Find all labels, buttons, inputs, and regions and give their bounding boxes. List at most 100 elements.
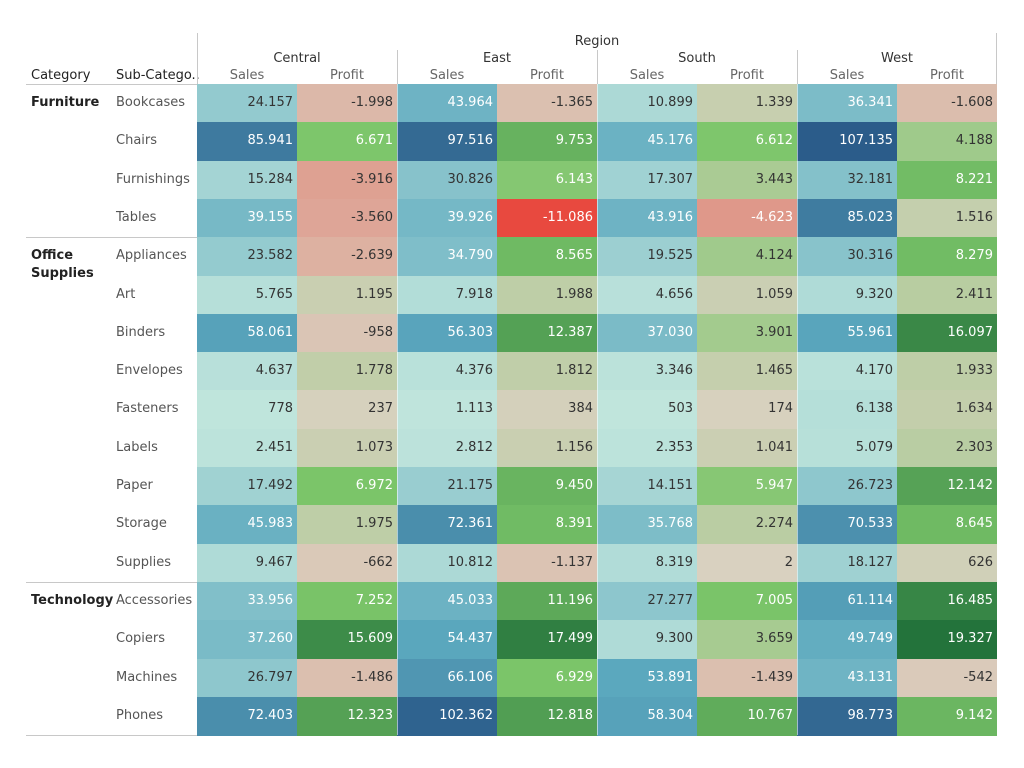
sales-cell[interactable]: 24.157 bbox=[197, 84, 297, 123]
profit-cell[interactable]: -1.998 bbox=[297, 84, 397, 123]
profit-cell[interactable]: 1.339 bbox=[697, 84, 797, 123]
profit-cell[interactable]: 3.901 bbox=[697, 313, 797, 353]
profit-cell[interactable]: 1.975 bbox=[297, 505, 397, 545]
sales-cell[interactable]: 2.353 bbox=[597, 428, 697, 468]
sales-cell[interactable]: 9.320 bbox=[797, 275, 897, 315]
profit-cell[interactable]: 1.988 bbox=[497, 275, 597, 315]
profit-cell[interactable]: 9.142 bbox=[897, 696, 997, 736]
sales-cell[interactable]: 45.033 bbox=[397, 581, 497, 621]
profit-cell[interactable]: 6.671 bbox=[297, 122, 397, 162]
profit-cell[interactable]: 1.465 bbox=[697, 352, 797, 391]
sales-cell[interactable]: 56.303 bbox=[397, 313, 497, 353]
sales-cell[interactable]: 4.376 bbox=[397, 352, 497, 391]
profit-cell[interactable]: 6.143 bbox=[497, 160, 597, 200]
profit-cell[interactable]: 12.818 bbox=[497, 696, 597, 736]
profit-cell[interactable]: 7.252 bbox=[297, 581, 397, 621]
profit-cell[interactable]: 12.142 bbox=[897, 467, 997, 506]
sales-cell[interactable]: 45.983 bbox=[197, 505, 297, 545]
profit-cell[interactable]: 12.387 bbox=[497, 313, 597, 353]
sales-cell[interactable]: 34.790 bbox=[397, 237, 497, 277]
profit-cell[interactable]: 7.005 bbox=[697, 581, 797, 621]
profit-cell[interactable]: -2.639 bbox=[297, 237, 397, 277]
profit-cell[interactable]: 19.327 bbox=[897, 620, 997, 660]
sales-cell[interactable]: 53.891 bbox=[597, 658, 697, 698]
profit-cell[interactable]: 6.972 bbox=[297, 467, 397, 506]
profit-cell[interactable]: 3.659 bbox=[697, 620, 797, 660]
sales-cell[interactable]: 14.151 bbox=[597, 467, 697, 506]
profit-cell[interactable]: 10.767 bbox=[697, 696, 797, 736]
sales-cell[interactable]: 23.582 bbox=[197, 237, 297, 277]
sales-cell[interactable]: 2.812 bbox=[397, 428, 497, 468]
profit-cell[interactable]: 174 bbox=[697, 390, 797, 430]
profit-cell[interactable]: 384 bbox=[497, 390, 597, 430]
profit-cell[interactable]: 1.812 bbox=[497, 352, 597, 391]
profit-cell[interactable]: 16.485 bbox=[897, 581, 997, 621]
sales-cell[interactable]: 6.138 bbox=[797, 390, 897, 430]
profit-cell[interactable]: 8.279 bbox=[897, 237, 997, 277]
profit-cell[interactable]: -542 bbox=[897, 658, 997, 698]
profit-cell[interactable]: 9.450 bbox=[497, 467, 597, 506]
sales-cell[interactable]: 45.176 bbox=[597, 122, 697, 162]
subcategory-column-header[interactable]: Sub-Catego.. bbox=[116, 68, 200, 83]
sales-cell[interactable]: 98.773 bbox=[797, 696, 897, 736]
profit-cell[interactable]: -1.365 bbox=[497, 84, 597, 123]
sales-cell[interactable]: 18.127 bbox=[797, 543, 897, 583]
profit-cell[interactable]: 1.059 bbox=[697, 275, 797, 315]
sales-cell[interactable]: 37.260 bbox=[197, 620, 297, 660]
sales-cell[interactable]: 102.362 bbox=[397, 696, 497, 736]
profit-cell[interactable]: -3.560 bbox=[297, 198, 397, 238]
sales-cell[interactable]: 9.300 bbox=[597, 620, 697, 660]
sales-cell[interactable]: 39.155 bbox=[197, 198, 297, 238]
sales-cell[interactable]: 97.516 bbox=[397, 122, 497, 162]
sales-cell[interactable]: 70.533 bbox=[797, 505, 897, 545]
profit-cell[interactable]: 15.609 bbox=[297, 620, 397, 660]
profit-cell[interactable]: -662 bbox=[297, 543, 397, 583]
profit-cell[interactable]: 5.947 bbox=[697, 467, 797, 506]
profit-cell[interactable]: 2 bbox=[697, 543, 797, 583]
profit-cell[interactable]: 1.516 bbox=[897, 198, 997, 238]
sales-cell[interactable]: 43.964 bbox=[397, 84, 497, 123]
profit-cell[interactable]: 4.124 bbox=[697, 237, 797, 277]
profit-cell[interactable]: 1.156 bbox=[497, 428, 597, 468]
sales-cell[interactable]: 1.113 bbox=[397, 390, 497, 430]
profit-cell[interactable]: 8.391 bbox=[497, 505, 597, 545]
sales-cell[interactable]: 5.765 bbox=[197, 275, 297, 315]
sales-cell[interactable]: 4.170 bbox=[797, 352, 897, 391]
sales-cell[interactable]: 4.637 bbox=[197, 352, 297, 391]
sales-cell[interactable]: 30.316 bbox=[797, 237, 897, 277]
profit-cell[interactable]: 2.274 bbox=[697, 505, 797, 545]
sales-cell[interactable]: 26.797 bbox=[197, 658, 297, 698]
profit-cell[interactable]: -4.623 bbox=[697, 198, 797, 238]
sales-cell[interactable]: 778 bbox=[197, 390, 297, 430]
profit-cell[interactable]: 1.778 bbox=[297, 352, 397, 391]
profit-cell[interactable]: 1.933 bbox=[897, 352, 997, 391]
sales-cell[interactable]: 66.106 bbox=[397, 658, 497, 698]
sales-cell[interactable]: 503 bbox=[597, 390, 697, 430]
profit-cell[interactable]: 2.303 bbox=[897, 428, 997, 468]
profit-cell[interactable]: 3.443 bbox=[697, 160, 797, 200]
sales-cell[interactable]: 72.361 bbox=[397, 505, 497, 545]
sales-cell[interactable]: 61.114 bbox=[797, 581, 897, 621]
sales-cell[interactable]: 43.916 bbox=[597, 198, 697, 238]
sales-cell[interactable]: 49.749 bbox=[797, 620, 897, 660]
profit-cell[interactable]: 8.221 bbox=[897, 160, 997, 200]
sales-cell[interactable]: 9.467 bbox=[197, 543, 297, 583]
sales-cell[interactable]: 58.061 bbox=[197, 313, 297, 353]
sales-cell[interactable]: 107.135 bbox=[797, 122, 897, 162]
sales-cell[interactable]: 17.307 bbox=[597, 160, 697, 200]
sales-cell[interactable]: 72.403 bbox=[197, 696, 297, 736]
sales-cell[interactable]: 10.899 bbox=[597, 84, 697, 123]
sales-cell[interactable]: 37.030 bbox=[597, 313, 697, 353]
profit-cell[interactable]: 9.753 bbox=[497, 122, 597, 162]
profit-cell[interactable]: 11.196 bbox=[497, 581, 597, 621]
sales-cell[interactable]: 85.023 bbox=[797, 198, 897, 238]
sales-cell[interactable]: 3.346 bbox=[597, 352, 697, 391]
sales-cell[interactable]: 54.437 bbox=[397, 620, 497, 660]
sales-cell[interactable]: 2.451 bbox=[197, 428, 297, 468]
profit-cell[interactable]: 1.634 bbox=[897, 390, 997, 430]
sales-cell[interactable]: 58.304 bbox=[597, 696, 697, 736]
profit-cell[interactable]: 6.929 bbox=[497, 658, 597, 698]
sales-cell[interactable]: 8.319 bbox=[597, 543, 697, 583]
sales-cell[interactable]: 39.926 bbox=[397, 198, 497, 238]
profit-cell[interactable]: 1.073 bbox=[297, 428, 397, 468]
